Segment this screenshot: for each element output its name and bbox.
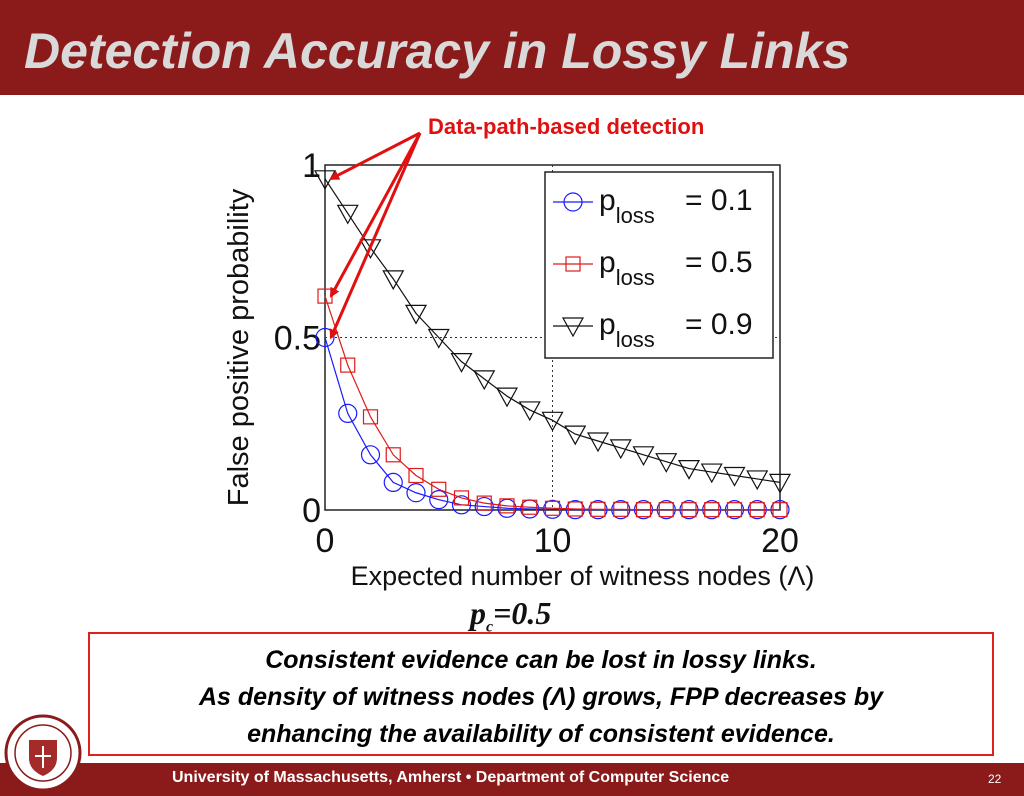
data-point-s1: [499, 498, 515, 514]
data-point-s1: [362, 409, 379, 425]
summary-line-2: As density of witness nodes (Λ) grows, F…: [199, 683, 883, 711]
x-axis-label: Expected number of witness nodes (Λ): [351, 561, 815, 591]
data-point-s1: [340, 357, 356, 373]
data-point-s2: [768, 473, 792, 494]
data-point-s2: [700, 463, 723, 484]
data-point-s2: [427, 328, 450, 349]
data-point-s2: [518, 401, 541, 422]
data-point-s2: [586, 432, 610, 453]
data-point-s0: [451, 495, 472, 515]
data-point-s2: [404, 304, 428, 325]
legend-marker: [565, 256, 581, 272]
data-point-s2: [359, 239, 382, 260]
y-axis-label: False positive probability: [223, 188, 255, 506]
y-tick-label: 1: [302, 147, 321, 185]
footer-text: University of Massachusetts, Amherst • D…: [172, 769, 730, 786]
data-point-s0: [542, 499, 563, 519]
data-point-s1: [408, 467, 424, 484]
series-line-2: [324, 178, 781, 483]
data-point-s2: [495, 387, 519, 408]
data-point-s2: [473, 370, 496, 391]
data-point-s0: [360, 445, 381, 465]
pc-subscript: c: [486, 618, 494, 636]
data-point-s2: [609, 439, 632, 460]
data-point-s2: [677, 460, 701, 480]
data-point-s2: [655, 453, 678, 473]
data-point-s1: [635, 502, 652, 518]
summary-line-1: Consistent evidence can be lost in lossy…: [265, 646, 817, 674]
data-point-s2: [632, 446, 655, 467]
callout-label: Data-path-based detection: [428, 114, 705, 139]
data-point-s1: [749, 502, 765, 518]
y-tick-label: 0: [302, 492, 321, 530]
data-point-s0: [383, 472, 403, 492]
data-point-s2: [723, 466, 746, 487]
pc-label: pc=0.5: [470, 595, 551, 636]
x-tick-label: 10: [534, 522, 572, 560]
x-tick-label: 0: [316, 522, 335, 560]
data-point-s0: [406, 483, 426, 503]
data-point-s1: [522, 499, 538, 515]
data-point-s1: [476, 495, 492, 511]
data-point-s2: [541, 411, 564, 432]
data-point-s2: [336, 204, 359, 225]
pc-value: =0.5: [493, 595, 552, 631]
data-point-s2: [382, 270, 405, 291]
data-point-s1: [726, 502, 743, 518]
data-point-s2: [450, 353, 473, 373]
pc-symbol: p: [470, 595, 486, 631]
legend-label: ploss = 0.1: [599, 184, 753, 228]
summary-box: Consistent evidence can be lost in lossy…: [88, 632, 994, 756]
callout-arrow: [329, 132, 422, 340]
fpp-chart: 0 10 20 0 0.5 1 Expected number of witness nod…: [223, 131, 815, 591]
data-point-s1: [658, 502, 674, 518]
legend-marker: [561, 317, 585, 338]
data-point-s1: [544, 500, 561, 516]
legend-label: ploss = 0.5: [599, 246, 753, 290]
data-point-s1: [385, 447, 401, 463]
legend-marker: [563, 192, 583, 212]
data-point-s1: [704, 502, 720, 518]
university-seal-icon: [4, 714, 82, 792]
y-tick-label: 0.5: [274, 320, 321, 358]
data-point-s1: [453, 490, 470, 506]
callout-arrow: [329, 131, 421, 181]
data-point-s2: [313, 170, 337, 191]
data-point-s2: [564, 425, 587, 446]
data-point-s1: [431, 481, 447, 497]
callout-arrow: [329, 132, 422, 298]
data-point-s1: [590, 501, 606, 517]
data-point-s0: [474, 496, 494, 517]
legend-box: [544, 171, 774, 359]
legend-label: ploss = 0.9: [599, 308, 753, 352]
title-divider: [0, 95, 1024, 98]
data-point-s1: [567, 501, 583, 517]
title-bar: Detection Accuracy in Lossy Links: [0, 0, 1024, 95]
summary-line-3: enhancing the availability of consistent…: [247, 720, 835, 748]
data-point-s1: [681, 502, 697, 518]
data-point-s0: [338, 403, 358, 423]
data-point-s1: [613, 501, 629, 517]
data-point-s1: [772, 502, 788, 518]
page-number: 22: [988, 772, 1002, 786]
slide-title: Detection Accuracy in Lossy Links: [24, 23, 851, 79]
footer-bar: University of Massachusetts, Amherst • D…: [0, 763, 1024, 796]
data-point-s2: [746, 470, 769, 491]
x-tick-label: 20: [761, 522, 799, 560]
data-point-s0: [429, 490, 449, 510]
